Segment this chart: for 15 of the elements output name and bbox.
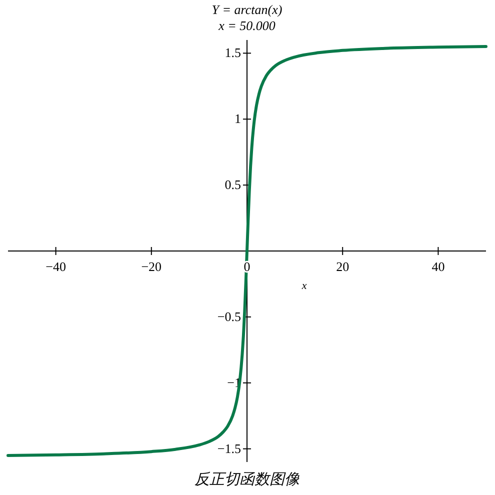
text: 反正切函数图像 <box>194 471 300 488</box>
line-series <box>6 44 488 458</box>
x-tick-label: 0 <box>244 259 250 274</box>
x-tick-label: 40 <box>432 259 445 274</box>
y-tick-label: 1 <box>234 111 241 126</box>
chart-subtitle: x = 50.000 <box>218 18 276 33</box>
y-tick-label: −0.5 <box>217 308 241 324</box>
chart-title: Y = arctan(x) <box>212 2 282 17</box>
y-tick-label: 0.5 <box>224 177 241 192</box>
x-tick-label: 20 <box>336 259 350 274</box>
x-axis-title: x <box>300 280 307 292</box>
x-tick-label: −40 <box>46 259 66 274</box>
y-tick-label: 1.5 <box>224 45 241 60</box>
y-tick-label: −1.5 <box>217 440 241 456</box>
x-tick-label: −20 <box>141 259 162 274</box>
